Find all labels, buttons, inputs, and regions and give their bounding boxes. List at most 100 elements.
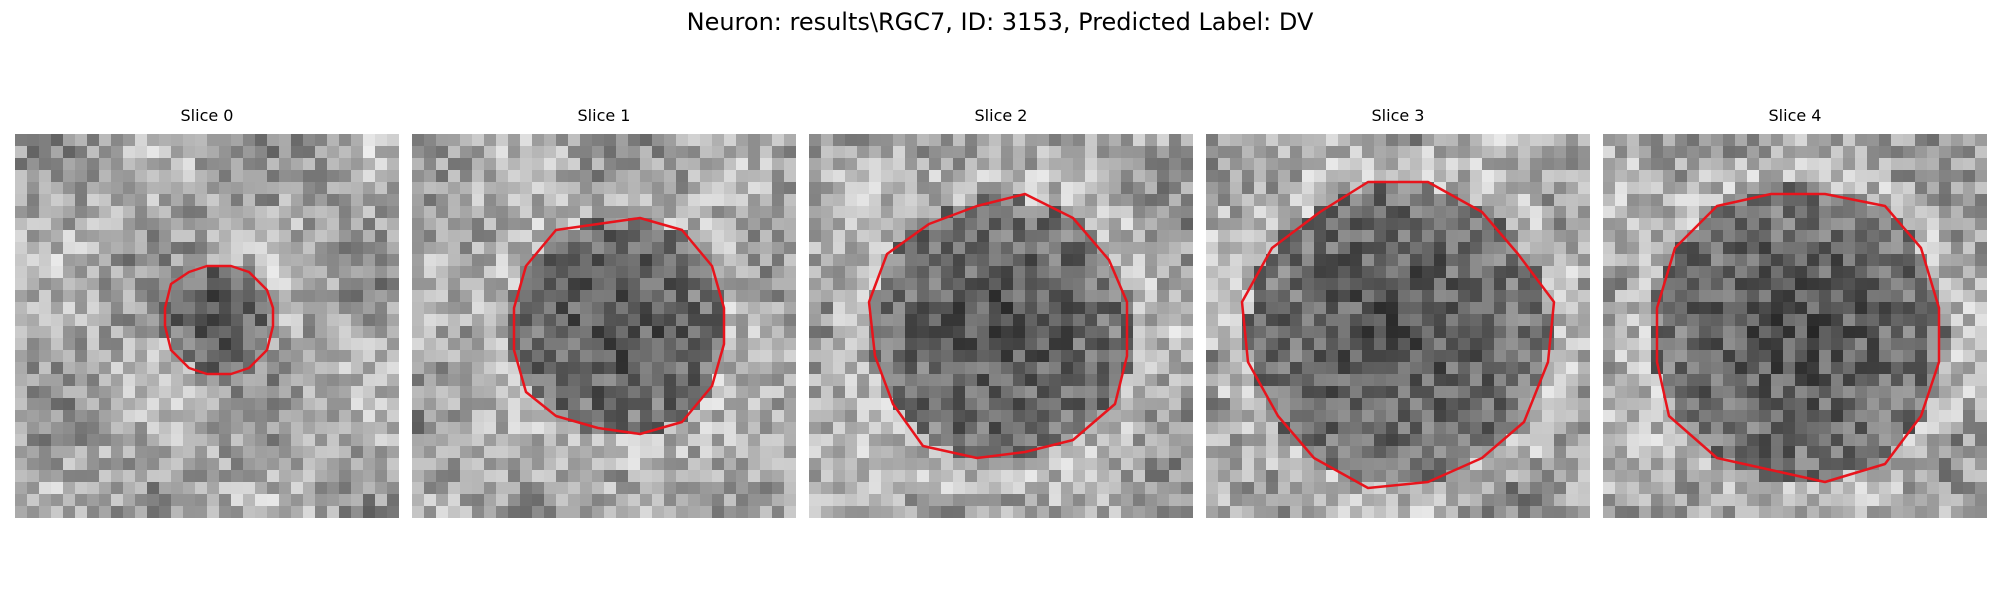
image-pixel xyxy=(857,470,870,483)
image-pixel xyxy=(448,422,461,435)
image-pixel xyxy=(1747,206,1760,219)
image-pixel xyxy=(1398,350,1411,363)
image-pixel xyxy=(1362,338,1375,351)
image-pixel xyxy=(592,470,605,483)
image-pixel xyxy=(448,206,461,219)
image-pixel xyxy=(1578,386,1590,399)
image-pixel xyxy=(315,290,328,303)
image-pixel xyxy=(1398,266,1411,279)
image-pixel xyxy=(1530,410,1543,423)
image-pixel xyxy=(15,494,28,507)
image-pixel xyxy=(279,398,292,411)
image-pixel xyxy=(303,254,316,267)
image-pixel xyxy=(291,254,304,267)
image-pixel xyxy=(472,158,485,171)
image-pixel xyxy=(845,278,858,291)
image-pixel xyxy=(1422,494,1435,507)
image-pixel xyxy=(688,506,701,518)
image-pixel xyxy=(279,158,292,171)
image-pixel xyxy=(1470,470,1483,483)
image-pixel xyxy=(63,146,76,159)
image-pixel xyxy=(1446,506,1459,518)
image-pixel xyxy=(977,506,990,518)
image-pixel xyxy=(1314,194,1327,207)
image-pixel xyxy=(15,398,28,411)
image-pixel xyxy=(1783,326,1796,339)
image-pixel xyxy=(1001,386,1014,399)
image-pixel xyxy=(1639,134,1652,147)
image-pixel xyxy=(917,398,930,411)
image-pixel xyxy=(1699,170,1712,183)
image-pixel xyxy=(821,254,834,267)
image-pixel xyxy=(809,362,822,375)
image-pixel xyxy=(1073,194,1086,207)
image-pixel xyxy=(857,290,870,303)
image-pixel xyxy=(484,386,497,399)
image-pixel xyxy=(1362,314,1375,327)
image-pixel xyxy=(267,494,280,507)
image-pixel xyxy=(1037,134,1050,147)
image-pixel xyxy=(159,182,172,195)
image-pixel xyxy=(1687,194,1700,207)
image-pixel xyxy=(592,350,605,363)
image-pixel xyxy=(135,206,148,219)
image-pixel xyxy=(1506,326,1519,339)
image-pixel xyxy=(1819,218,1832,231)
image-pixel xyxy=(821,278,834,291)
image-pixel xyxy=(1326,266,1339,279)
image-pixel xyxy=(1651,194,1664,207)
image-pixel xyxy=(929,290,942,303)
image-pixel xyxy=(628,470,641,483)
image-pixel xyxy=(845,290,858,303)
image-pixel xyxy=(977,494,990,507)
image-pixel xyxy=(1410,314,1423,327)
image-pixel xyxy=(1615,194,1628,207)
image-pixel xyxy=(1783,374,1796,387)
image-pixel xyxy=(39,446,52,459)
image-pixel xyxy=(1374,146,1387,159)
image-pixel xyxy=(857,434,870,447)
image-pixel xyxy=(147,278,160,291)
image-pixel xyxy=(1663,362,1676,375)
image-pixel xyxy=(472,374,485,387)
image-pixel xyxy=(195,350,208,363)
image-pixel xyxy=(821,458,834,471)
image-pixel xyxy=(195,194,208,207)
image-pixel xyxy=(700,506,713,518)
image-pixel xyxy=(375,218,388,231)
image-pixel xyxy=(736,326,749,339)
image-pixel xyxy=(171,446,184,459)
image-pixel xyxy=(664,242,677,255)
image-pixel xyxy=(1795,338,1808,351)
image-pixel xyxy=(905,506,918,518)
image-pixel xyxy=(1446,230,1459,243)
image-pixel xyxy=(315,446,328,459)
image-pixel xyxy=(1518,230,1531,243)
image-pixel xyxy=(532,278,545,291)
image-pixel xyxy=(375,326,388,339)
image-pixel xyxy=(1699,182,1712,195)
image-pixel xyxy=(1663,302,1676,315)
image-pixel xyxy=(1350,218,1363,231)
image-pixel xyxy=(1651,230,1664,243)
image-pixel xyxy=(1446,362,1459,375)
image-pixel xyxy=(87,458,100,471)
image-pixel xyxy=(195,446,208,459)
image-pixel xyxy=(1049,242,1062,255)
image-pixel xyxy=(1049,398,1062,411)
image-pixel xyxy=(1506,206,1519,219)
image-pixel xyxy=(700,146,713,159)
image-pixel xyxy=(664,374,677,387)
image-pixel xyxy=(532,146,545,159)
image-pixel xyxy=(1711,170,1724,183)
image-pixel xyxy=(147,458,160,471)
image-pixel xyxy=(1049,266,1062,279)
image-pixel xyxy=(821,230,834,243)
image-pixel xyxy=(520,182,533,195)
image-pixel xyxy=(1939,194,1952,207)
image-pixel xyxy=(1675,350,1688,363)
image-pixel xyxy=(1254,218,1267,231)
image-pixel xyxy=(1061,410,1074,423)
slice-panel-1: Slice 1 xyxy=(412,106,796,518)
image-pixel xyxy=(857,482,870,495)
